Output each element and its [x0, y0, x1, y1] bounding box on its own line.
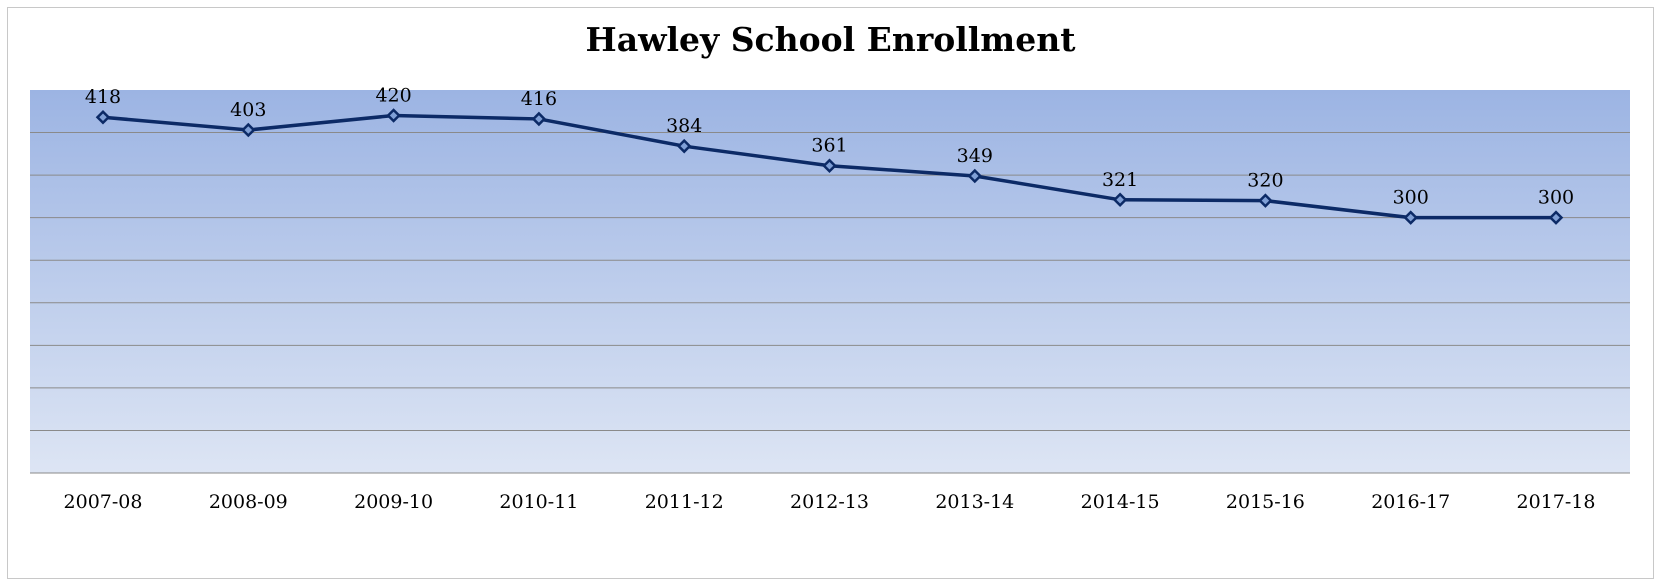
data-label: 418: [85, 86, 121, 108]
data-label: 420: [375, 85, 411, 107]
data-labels: 418 403 420 416 384 361 349 321 320 300 300: [85, 85, 1574, 209]
data-label: 320: [1247, 170, 1283, 192]
x-tick-label: 2009-10: [354, 491, 433, 513]
data-point-marker: [1403, 210, 1418, 225]
x-tick-label: 2016-17: [1371, 491, 1450, 513]
data-point-marker: [531, 111, 547, 127]
x-tick-label: 2015-16: [1226, 491, 1305, 513]
x-tick-label: 2012-13: [790, 491, 869, 513]
data-point-marker: [1258, 193, 1273, 208]
x-tick-label: 2017-18: [1517, 491, 1596, 513]
x-tick-label: 2007-08: [64, 491, 143, 513]
data-label: 403: [230, 99, 266, 121]
data-label: 300: [1393, 187, 1429, 209]
x-tick-label: 2011-12: [645, 491, 724, 513]
data-point-marker: [822, 158, 837, 174]
data-label: 384: [666, 115, 702, 137]
x-tick-label: 2014-15: [1081, 491, 1160, 513]
data-label: 321: [1102, 169, 1138, 191]
data-label: 300: [1538, 187, 1574, 209]
plot-area: [30, 90, 1630, 473]
x-tick-label: 2008-09: [209, 491, 288, 513]
x-axis-ticks: 2007-08 2008-09 2009-10 2010-11 2011-12 2012-…: [64, 491, 1596, 513]
gridlines: [30, 132, 1630, 474]
data-point-marker: [1548, 210, 1564, 225]
data-point-marker: [967, 168, 983, 184]
chart-title: Hawley School Enrollment: [585, 20, 1076, 59]
data-point-marker: [676, 138, 692, 154]
data-point-marker: [241, 122, 256, 138]
x-tick-label: 2013-14: [935, 491, 1014, 513]
data-label: 416: [521, 88, 557, 110]
data-point-marker: [95, 109, 111, 125]
data-label: 349: [957, 145, 993, 167]
series-layer: [95, 108, 1564, 225]
x-tick-label: 2010-11: [499, 491, 578, 513]
data-point-marker: [1112, 192, 1128, 208]
data-point-marker: [386, 108, 401, 123]
data-label: 361: [811, 135, 847, 157]
